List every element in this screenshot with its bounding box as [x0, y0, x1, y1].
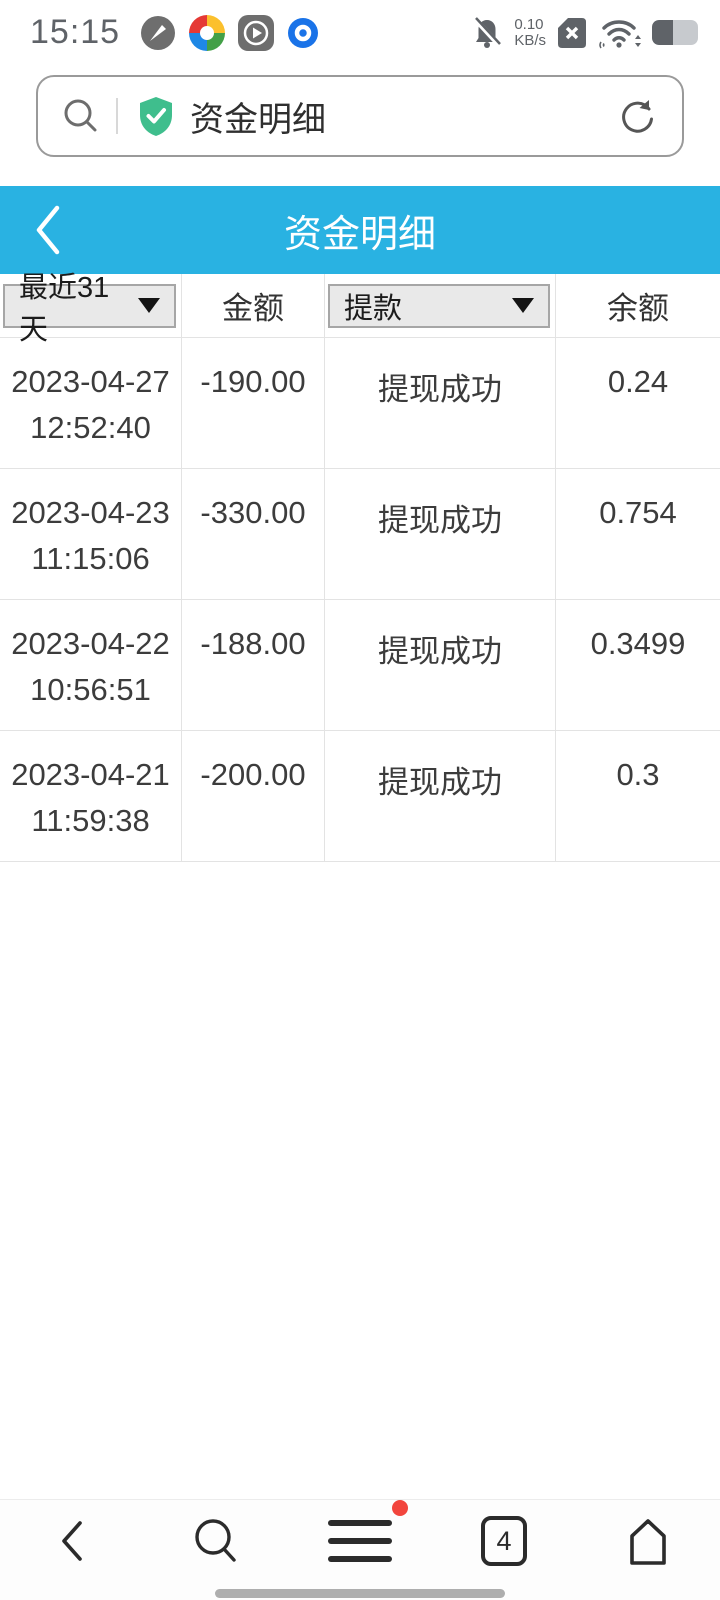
- row-time: 10:56:51: [30, 672, 151, 707]
- amount-column-header: 金额: [182, 274, 325, 338]
- clock: 15:15: [30, 13, 121, 51]
- pinwheel-app-icon: [189, 14, 226, 51]
- nav-tabs-button[interactable]: 4: [432, 1500, 576, 1582]
- row-time: 12:52:40: [30, 410, 151, 445]
- row-time: 11:15:06: [31, 541, 150, 576]
- row-date: 2023-04-22: [11, 626, 170, 661]
- date-range-select[interactable]: 最近31天: [3, 272, 176, 346]
- notifications-muted-icon: [470, 16, 504, 50]
- dropdown-arrow-icon: [512, 298, 534, 313]
- row-amount: -200.00: [182, 731, 325, 862]
- page-header: 资金明细: [0, 186, 720, 274]
- row-datetime: 2023-04-23 11:15:06: [0, 469, 182, 600]
- row-status: 提现成功: [325, 469, 556, 600]
- nav-home-button[interactable]: [576, 1500, 720, 1582]
- row-balance: 0.24: [556, 338, 720, 469]
- nav-search-button[interactable]: [144, 1500, 288, 1582]
- sim-disabled-icon: [556, 16, 588, 50]
- search-icon[interactable]: [62, 97, 100, 135]
- network-speed-value: 0.10: [514, 15, 544, 33]
- row-balance: 0.3: [556, 731, 720, 862]
- date-range-select-value: 最近31天: [19, 271, 110, 346]
- home-icon: [630, 1519, 666, 1565]
- row-status: 提现成功: [325, 600, 556, 731]
- row-datetime: 2023-04-22 10:56:51: [0, 600, 182, 731]
- system-status-icons: 0.10 KB/s: [470, 15, 698, 51]
- blue-dot-app-icon: [287, 17, 319, 49]
- row-status: 提现成功: [325, 731, 556, 862]
- compass-app-icon: [140, 15, 176, 51]
- row-balance: 0.754: [556, 469, 720, 600]
- date-range-filter-cell: 最近31天: [0, 272, 182, 346]
- address-bar[interactable]: 资金明细: [36, 75, 684, 157]
- type-filter-cell: 提款: [325, 274, 556, 338]
- row-amount: -190.00: [182, 338, 325, 469]
- row-date: 2023-04-21: [11, 757, 170, 792]
- browser-address-bar-area: 资金明细: [0, 65, 720, 186]
- status-bar: 15:15 0.10: [0, 0, 720, 65]
- row-amount: -330.00: [182, 469, 325, 600]
- dropdown-arrow-icon: [138, 298, 160, 313]
- page-title: 资金明细: [283, 213, 436, 256]
- refresh-icon[interactable]: [618, 96, 658, 136]
- address-bar-divider: [116, 98, 118, 134]
- browser-bottom-nav: 4: [0, 1499, 720, 1600]
- type-select-value: 提款: [344, 292, 403, 325]
- network-speed-unit: KB/s: [514, 31, 546, 49]
- nav-back-button[interactable]: [0, 1500, 144, 1582]
- wifi-icon: [598, 15, 642, 51]
- row-date: 2023-04-27: [11, 364, 170, 399]
- row-time: 11:59:38: [31, 803, 150, 838]
- gesture-handle[interactable]: [215, 1589, 505, 1598]
- battery-icon: [652, 20, 698, 45]
- video-player-app-icon: [238, 14, 275, 51]
- row-balance: 0.3499: [556, 600, 720, 731]
- type-select[interactable]: 提款: [328, 283, 550, 328]
- row-datetime: 2023-04-27 12:52:40: [0, 338, 182, 469]
- balance-column-header: 余额: [556, 274, 720, 338]
- network-speed: 0.10 KB/s: [514, 15, 546, 49]
- menu-icon: [328, 1500, 408, 1562]
- tab-count-icon: 4: [481, 1516, 527, 1566]
- row-date: 2023-04-23: [11, 495, 170, 530]
- row-status: 提现成功: [325, 338, 556, 469]
- nav-menu-button[interactable]: [288, 1500, 432, 1582]
- search-icon: [195, 1519, 236, 1562]
- funds-table: 最近31天 金额 提款 余额 2023-04-27 12:52:40 -190.…: [0, 272, 720, 862]
- address-bar-title[interactable]: 资金明细: [190, 100, 326, 139]
- secure-shield-icon[interactable]: [136, 95, 176, 137]
- back-icon: [62, 1521, 82, 1561]
- row-amount: -188.00: [182, 600, 325, 731]
- notification-icons: [140, 14, 319, 51]
- notification-badge: [392, 1500, 408, 1516]
- row-datetime: 2023-04-21 11:59:38: [0, 731, 182, 862]
- back-chevron-icon[interactable]: [18, 186, 78, 274]
